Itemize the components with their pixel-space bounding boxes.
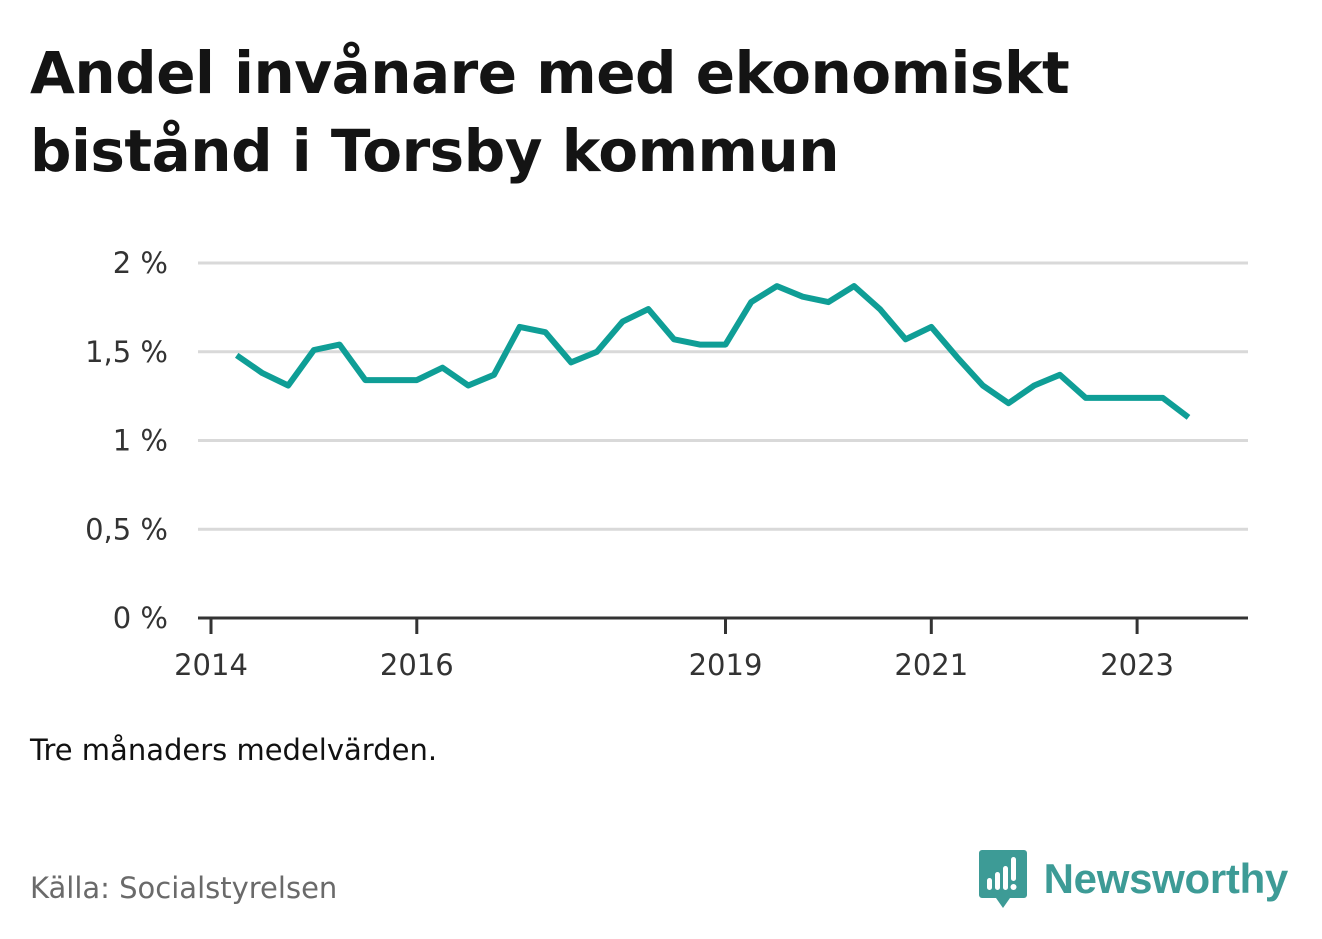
- data-point: [1160, 395, 1166, 401]
- data-point: [697, 342, 703, 348]
- data-point: [825, 299, 831, 305]
- data-point: [465, 382, 471, 388]
- data-point: [774, 283, 780, 289]
- data-point: [414, 377, 420, 383]
- x-tick-label: 2019: [689, 648, 763, 682]
- data-point: [311, 347, 317, 353]
- data-point: [723, 342, 729, 348]
- data-point: [980, 382, 986, 388]
- data-point: [517, 324, 523, 330]
- grid-lines: [198, 261, 1248, 531]
- newsworthy-logo-icon: [978, 850, 1027, 908]
- data-point: [620, 319, 626, 325]
- data-point: [594, 349, 600, 355]
- data-point: [542, 329, 548, 335]
- data-point: [851, 283, 857, 289]
- data-point: [800, 294, 806, 300]
- data-point: [1005, 400, 1011, 406]
- data-point: [568, 359, 574, 365]
- x-tick-label: 2014: [174, 648, 248, 682]
- data-point: [954, 354, 960, 360]
- data-point: [877, 306, 883, 312]
- data-point: [1083, 395, 1089, 401]
- data-point: [285, 382, 291, 388]
- data-point: [748, 299, 754, 305]
- data-point: [903, 336, 909, 342]
- y-axis: 0 % 0,5 % 1 % 1,5 % 2 %: [85, 246, 168, 635]
- data-point: [337, 342, 343, 348]
- data-point: [259, 370, 265, 376]
- data-point: [1186, 414, 1192, 420]
- x-axis: 2014 2016 2019 2021 2023: [174, 618, 1174, 682]
- y-tick-label: 2 %: [113, 246, 168, 280]
- line-chart: 0 % 0,5 % 1 % 1,5 % 2 % 2014 2016 2019 2021 2023: [85, 246, 1248, 682]
- data-point: [671, 336, 677, 342]
- series-line: [234, 283, 1191, 420]
- data-point: [1057, 372, 1063, 378]
- x-tick-label: 2023: [1100, 648, 1174, 682]
- brand-name: Newsworthy: [1043, 855, 1289, 902]
- y-tick-label: 1 %: [113, 424, 168, 458]
- data-point: [388, 377, 394, 383]
- y-tick-label: 1,5 %: [85, 335, 168, 369]
- data-point: [1134, 395, 1140, 401]
- x-tick-label: 2016: [380, 648, 454, 682]
- data-point: [1031, 382, 1037, 388]
- chart-title: Andel invånare med ekonomiskt bistånd i …: [30, 39, 1070, 185]
- data-point: [491, 372, 497, 378]
- source-credit: Källa: Socialstyrelsen: [30, 871, 338, 905]
- data-point: [440, 365, 446, 371]
- data-point: [234, 352, 240, 358]
- data-point: [362, 377, 368, 383]
- y-tick-label: 0 %: [113, 601, 168, 635]
- data-point: [928, 324, 934, 330]
- brand-logo: Newsworthy: [978, 848, 1288, 910]
- x-tick-label: 2021: [894, 648, 968, 682]
- chart-note: Tre månaders medelvärden.: [30, 733, 438, 767]
- data-point: [1108, 395, 1114, 401]
- data-point: [645, 306, 651, 312]
- y-tick-label: 0,5 %: [85, 512, 168, 546]
